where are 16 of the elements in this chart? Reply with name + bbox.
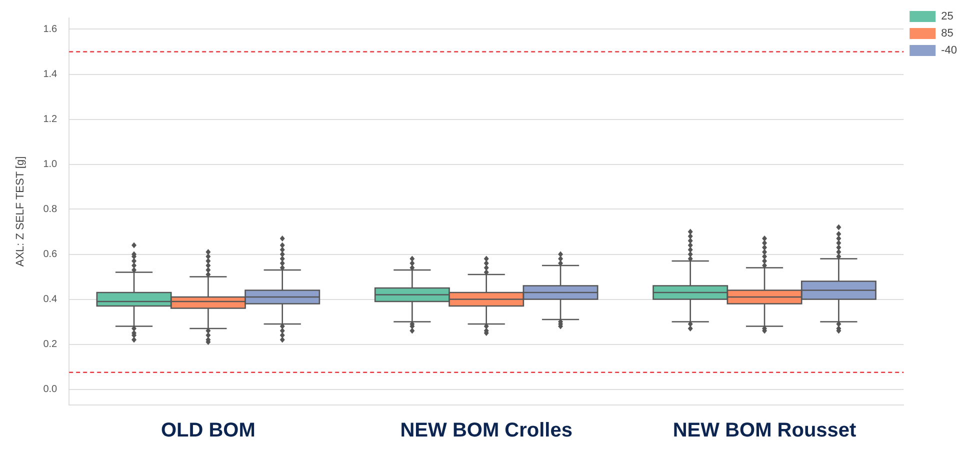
y-tick-label: 0.4 xyxy=(43,294,58,305)
y-tick-label: 1.4 xyxy=(43,69,58,80)
y-tick-label: 0.2 xyxy=(43,339,58,350)
x-tick-label: NEW BOM Rousset xyxy=(672,420,857,442)
y-tick-label: 1.6 xyxy=(43,24,58,35)
legend-label: -40 xyxy=(941,44,958,57)
y-axis-title: AXL: Z SELF TEST [g] xyxy=(14,156,27,267)
x-tick-label: OLD BOM xyxy=(160,420,256,442)
y-tick-label: 0.0 xyxy=(43,384,58,395)
y-tick-label: 1.0 xyxy=(43,159,58,170)
y-tick-label: 1.2 xyxy=(43,114,58,125)
y-tick-label: 0.6 xyxy=(43,249,58,260)
legend-label: 25 xyxy=(941,10,954,23)
x-tick-label: NEW BOM Crolles xyxy=(400,420,572,442)
legend-label: 85 xyxy=(941,28,954,40)
y-tick-label: 0.8 xyxy=(43,204,58,215)
